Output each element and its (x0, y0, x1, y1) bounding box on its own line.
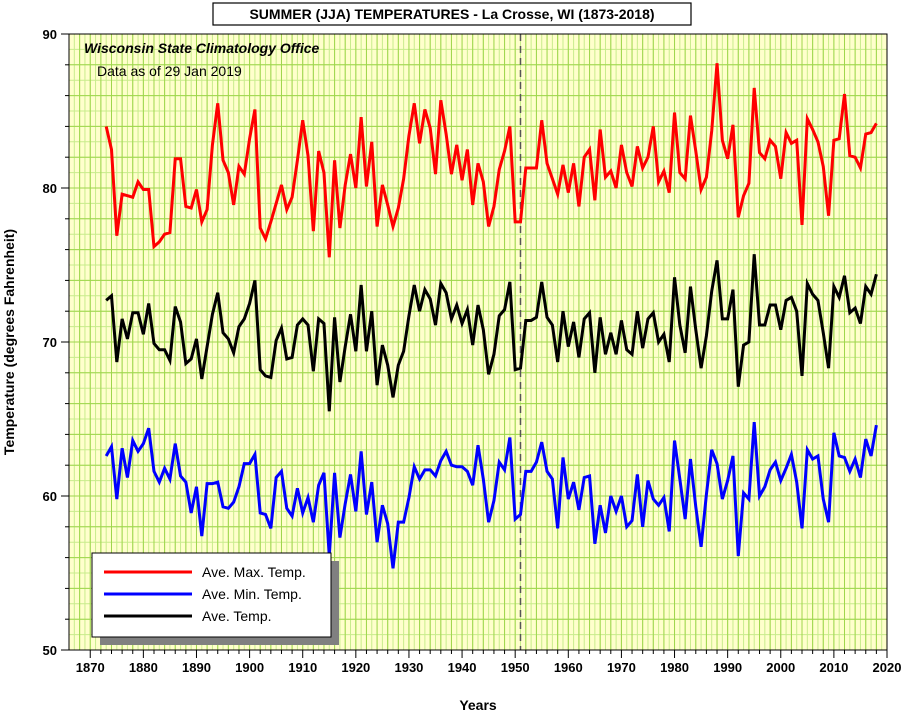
legend-label-1: Ave. Min. Temp. (202, 586, 302, 602)
x-tick-label: 2020 (873, 660, 902, 675)
data-date-annotation: Data as of 29 Jan 2019 (97, 63, 242, 79)
x-tick-label: 1930 (394, 660, 423, 675)
y-axis-title: Temperature (degrees Fahrenheit) (1, 229, 17, 455)
y-tick-label: 90 (43, 27, 57, 42)
legend-label-2: Ave. Temp. (202, 608, 272, 624)
chart-title: SUMMER (JJA) TEMPERATURES - La Crosse, W… (249, 6, 654, 22)
legend-label-0: Ave. Max. Temp. (202, 564, 306, 580)
legend: Ave. Max. Temp. Ave. Min. Temp. Ave. Temp. (91, 552, 339, 645)
y-tick-label: 80 (43, 181, 57, 196)
x-axis-title: Years (459, 697, 497, 713)
x-tick-label: 2000 (766, 660, 795, 675)
x-axis: 1870 1880 1890 1900 1910 1920 1930 1940 1950 1960… (76, 650, 902, 675)
x-tick-label: 1960 (554, 660, 583, 675)
y-tick-label: 60 (43, 489, 57, 504)
series-layer (104, 63, 878, 569)
x-tick-label: 1870 (76, 660, 105, 675)
series-line-1 (104, 421, 878, 569)
y-axis: 50 60 70 80 90 (43, 27, 69, 658)
x-tick-label: 1980 (660, 660, 689, 675)
x-tick-label: 1910 (288, 660, 317, 675)
y-tick-label: 70 (43, 335, 57, 350)
x-tick-label: 1940 (448, 660, 477, 675)
x-tick-label: 2010 (819, 660, 848, 675)
x-tick-label: 1970 (607, 660, 636, 675)
x-tick-label: 1950 (501, 660, 530, 675)
series-line-2 (105, 254, 878, 412)
x-tick-label: 1900 (235, 660, 264, 675)
x-tick-label: 1990 (713, 660, 742, 675)
source-annotation: Wisconsin State Climatology Office (84, 40, 320, 56)
series-line-0 (104, 63, 878, 258)
x-tick-label: 1890 (182, 660, 211, 675)
x-tick-label: 1920 (341, 660, 370, 675)
x-tick-label: 1880 (129, 660, 158, 675)
y-tick-label: 50 (43, 643, 57, 658)
chart-title-box: SUMMER (JJA) TEMPERATURES - La Crosse, W… (212, 2, 692, 26)
